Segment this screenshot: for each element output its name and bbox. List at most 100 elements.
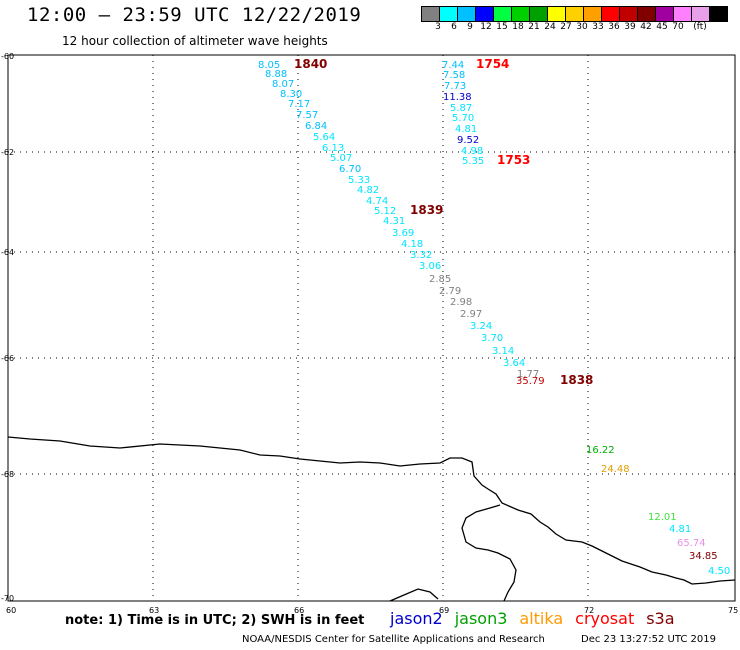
note-text: note: 1) Time is in UTC; 2) SWH is in fe… (65, 613, 365, 628)
wave-height-value: 35.79 (516, 376, 545, 387)
lon-tick-label: 66 (294, 606, 304, 615)
wave-height-value: 2.85 (429, 274, 451, 285)
pass-time-label: 1840 (294, 57, 327, 71)
legend-label: 6 (451, 22, 457, 32)
wave-height-value: 5.87 (450, 103, 472, 114)
wave-height-value: 7.57 (296, 110, 318, 121)
wave-height-value: 5.64 (313, 132, 335, 143)
lat-tick-label: -64 (1, 248, 14, 257)
wave-height-value: 7.17 (288, 99, 310, 110)
wave-height-value: 3.14 (492, 346, 514, 357)
lon-tick-label: 69 (439, 606, 449, 615)
wave-height-value: 16.22 (586, 445, 615, 456)
pass-time-label: 1839 (410, 203, 443, 217)
legend-label: 39 (624, 22, 636, 32)
wave-height-value: 2.97 (460, 309, 482, 320)
legend-label: 30 (576, 22, 588, 32)
wave-height-value: 3.70 (481, 333, 503, 344)
color-legend (421, 6, 728, 22)
wave-height-value: 5.12 (374, 206, 396, 217)
wave-height-value: 5.33 (348, 175, 370, 186)
legend-label: 21 (528, 22, 540, 32)
wave-height-value: 7.44 (442, 60, 464, 71)
wave-height-value: 8.30 (280, 89, 302, 100)
wave-height-value: 9.52 (457, 135, 479, 146)
wave-height-value: 65.74 (677, 538, 706, 549)
wave-height-value: 3.64 (503, 358, 525, 369)
wave-height-value: 4.81 (455, 124, 477, 135)
wave-height-value: 12.01 (648, 512, 677, 523)
wave-height-value: 4.18 (401, 239, 423, 250)
wave-height-value: 7.58 (443, 70, 465, 81)
footer-timestamp: Dec 23 13:27:52 UTC 2019 (581, 634, 716, 645)
legend-label: 33 (592, 22, 604, 32)
wave-height-value: 6.70 (339, 164, 361, 175)
wave-height-value: 8.88 (265, 69, 287, 80)
lon-tick-label: 60 (6, 606, 16, 615)
wave-height-value: 4.81 (669, 524, 691, 535)
wave-height-value: 4.98 (461, 146, 483, 157)
legend-label: 3 (435, 22, 441, 32)
wave-height-value: 8.07 (272, 79, 294, 90)
wave-height-value: 34.85 (689, 551, 718, 562)
wave-height-value: 2.79 (439, 286, 461, 297)
lat-tick-label: -68 (1, 470, 14, 479)
wave-height-value: 1.77 (517, 369, 539, 380)
wave-height-value: 3.24 (470, 321, 492, 332)
legend-label: 12 (480, 22, 492, 32)
wave-height-value: 11.38 (443, 92, 472, 103)
satellite-legend: jason2 jason3 altika cryosat s3a (390, 609, 687, 628)
lat-tick-label: -62 (1, 148, 14, 157)
wave-height-value: 3.06 (419, 261, 441, 272)
footer: NOAA/NESDIS Center for Satellite Applica… (242, 634, 716, 645)
wave-height-value: 5.35 (462, 156, 484, 167)
map-subtitle: 12 hour collection of altimeter wave hei… (62, 34, 328, 48)
map-title: 12:00 – 23:59 UTC 12/22/2019 (27, 4, 362, 26)
legend-label: 42 (640, 22, 652, 32)
wave-height-value: 8.05 (258, 60, 280, 71)
lat-tick-label: -70 (1, 594, 14, 603)
lon-tick-label: 63 (149, 606, 159, 615)
wave-height-value: 6.13 (322, 143, 344, 154)
wave-height-value: 5.07 (330, 153, 352, 164)
wave-height-value: 24.48 (601, 464, 630, 475)
satellite-cryosat: cryosat (575, 609, 635, 628)
coastline (7, 436, 736, 602)
legend-label: 15 (496, 22, 508, 32)
legend-label: 36 (608, 22, 620, 32)
pass-time-label: 1753 (497, 153, 530, 167)
legend-label: 9 (467, 22, 473, 32)
pass-time-label: 1838 (560, 373, 593, 387)
legend-label: 27 (560, 22, 572, 32)
axis-labels: -60 -62 -64 -66 -68 -70 60 63 66 69 72 7… (1, 52, 738, 615)
lon-tick-label: 72 (584, 606, 594, 615)
graticule (8, 55, 735, 601)
wave-height-value: 4.31 (383, 216, 405, 227)
wave-height-value: 2.98 (450, 297, 472, 308)
wave-height-value: 6.84 (305, 121, 327, 132)
satellite-jason2: jason2 (390, 609, 443, 628)
legend-label: 45 (656, 22, 668, 32)
map-frame (7, 54, 736, 602)
wave-height-value: 4.74 (366, 196, 388, 207)
legend-label: 24 (544, 22, 556, 32)
legend-label: 18 (512, 22, 524, 32)
lat-tick-label: -60 (1, 52, 14, 61)
wave-height-value: 7.73 (444, 81, 466, 92)
pass-time-label: 1754 (476, 57, 509, 71)
wave-height-tracks: 8.058.888.078.307.177.576.845.646.135.07… (258, 57, 730, 577)
satellite-altika: altika (519, 609, 564, 628)
color-legend-labels: 3 6 9 12 15 18 21 24 27 30 33 36 39 42 45 70 (ft) (422, 22, 740, 34)
wave-height-value: 4.50 (708, 566, 730, 577)
legend-swatch (709, 6, 728, 22)
satellite-jason3: jason3 (454, 609, 508, 628)
legend-label: 70 (672, 22, 684, 32)
wave-height-value: 5.70 (452, 113, 474, 124)
lat-tick-label: -66 (1, 354, 14, 363)
lon-tick-label: 75 (728, 606, 738, 615)
wave-height-value: 3.32 (410, 250, 432, 261)
wave-height-value: 3.69 (392, 228, 414, 239)
wave-height-value: 4.82 (357, 185, 379, 196)
legend-unit: (ft) (693, 22, 707, 32)
